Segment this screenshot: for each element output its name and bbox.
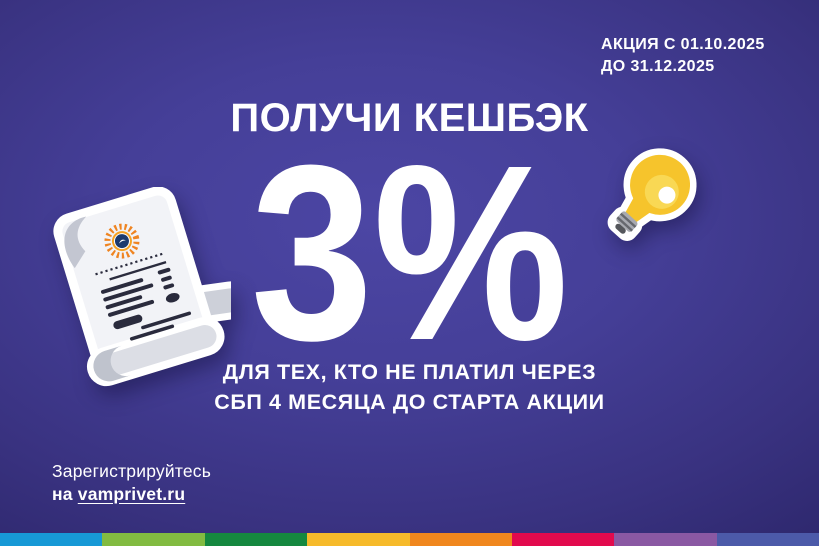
rainbow-stripe xyxy=(0,533,819,546)
promo-period-line2: ДО 31.12.2025 xyxy=(601,58,715,75)
stripe-segment xyxy=(102,533,205,546)
condition-line1: ДЛЯ ТЕХ, КТО НЕ ПЛАТИЛ ЧЕРЕЗ xyxy=(222,360,597,384)
sun-energy-logo xyxy=(104,223,140,259)
condition-text: ДЛЯ ТЕХ, КТО НЕ ПЛАТИЛ ЧЕРЕЗ СБП 4 МЕСЯЦ… xyxy=(0,357,819,417)
registration-line2: на vamprivet.ru xyxy=(52,483,211,506)
receipt-roll xyxy=(86,316,225,387)
registration-prefix: на xyxy=(52,484,78,504)
promo-period: АКЦИЯ С 01.10.2025 ДО 31.12.2025 xyxy=(601,34,765,78)
registration-link[interactable]: vamprivet.ru xyxy=(77,484,186,504)
receipt-curl-topleft xyxy=(64,216,87,269)
receipt-text-lines xyxy=(95,252,192,341)
headline: ПОЛУЧИ КЕШБЭК xyxy=(230,96,589,140)
stripe-segment xyxy=(409,533,512,546)
lightbulb-icon xyxy=(607,148,697,241)
cashback-value: 3% xyxy=(250,113,569,392)
registration-note: Зарегистрируйтесь на vamprivet.ru xyxy=(52,460,211,506)
stripe-segment xyxy=(716,533,819,546)
stripe-segment xyxy=(511,533,615,546)
receipt-illustration xyxy=(53,187,231,387)
stripe-segment xyxy=(614,533,717,546)
stripe-segment xyxy=(204,533,308,546)
stripe-segment xyxy=(0,533,103,546)
promo-period-line1: АКЦИЯ С 01.10.2025 xyxy=(601,36,765,53)
registration-line1: Зарегистрируйтесь xyxy=(52,461,212,481)
condition-line2: СБП 4 МЕСЯЦА ДО СТАРТА АКЦИИ xyxy=(214,390,605,414)
stripe-segment xyxy=(307,533,410,546)
